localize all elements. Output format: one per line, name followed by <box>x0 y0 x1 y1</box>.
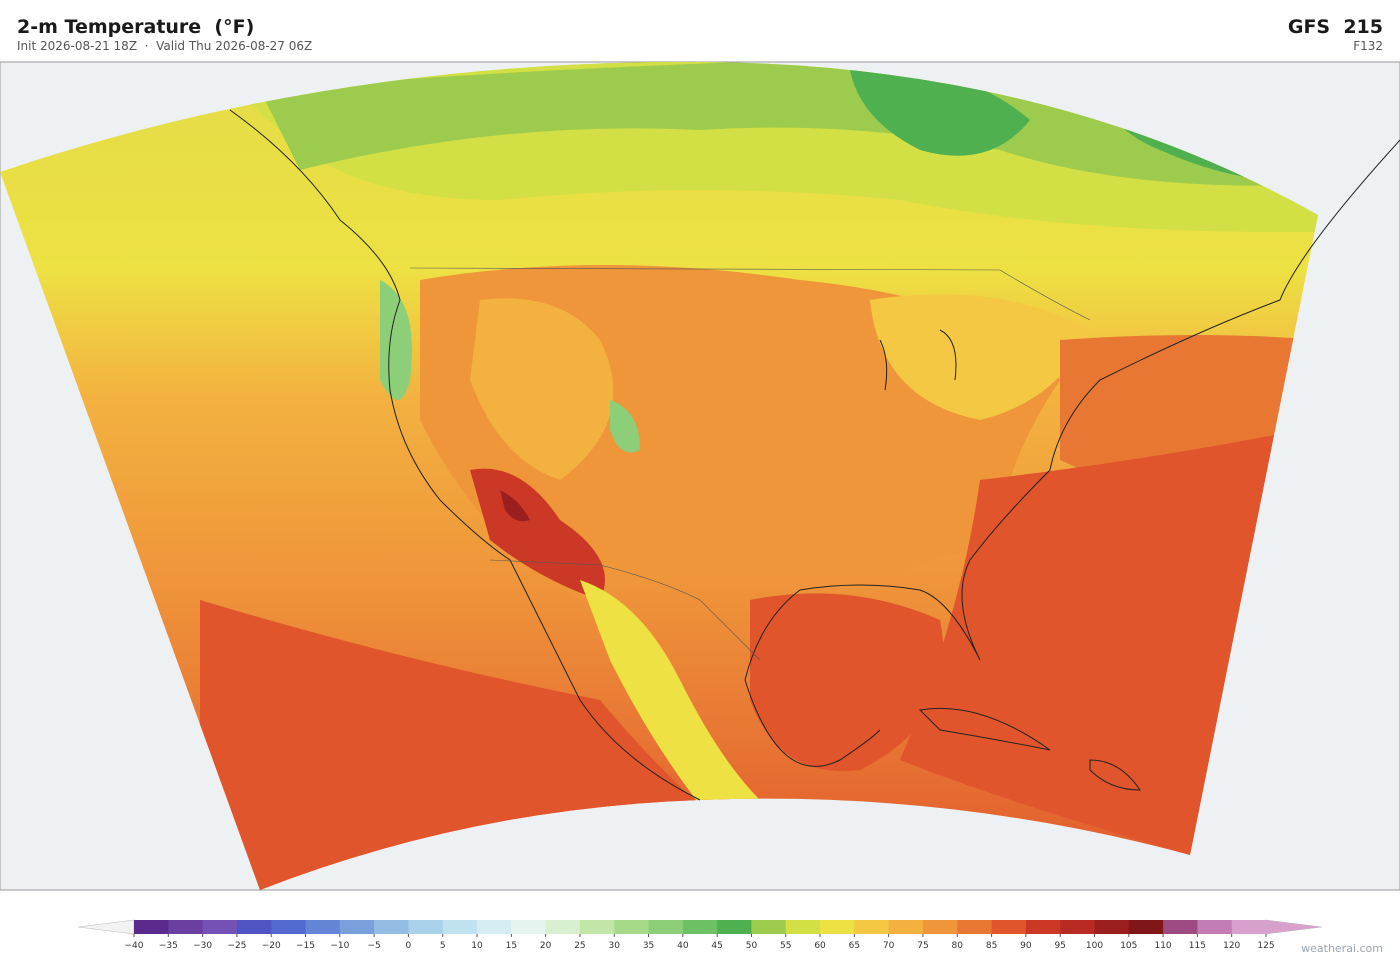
colorbar-segment <box>820 920 855 934</box>
colorbar-tick-label: 0 <box>406 941 412 951</box>
colorbar-extend-high <box>1265 919 1323 935</box>
colorbar-tick-label: −25 <box>227 941 246 951</box>
colorbar-segment <box>202 920 238 934</box>
colorbar-segment <box>511 920 547 934</box>
colorbar-segment <box>168 920 204 934</box>
colorbar-segment <box>957 920 993 934</box>
temperature-field <box>0 61 1318 891</box>
credit: weatherai.com <box>1301 942 1383 955</box>
colorbar-segment <box>408 920 444 934</box>
coastlines <box>229 109 1400 801</box>
colorbar: −40 −35 −30 −25 −20 −15 −10 −5 0 5 10 15 20 25 30 35 40 4… <box>77 919 1323 951</box>
colorbar-tick-label: 115 <box>1189 941 1206 951</box>
forecast-hour: F132 <box>1353 39 1383 53</box>
colorbar-segment <box>134 920 169 934</box>
colorbar-tick-label: −40 <box>125 941 144 951</box>
colorbar-tick-label: 5 <box>440 941 446 951</box>
colorbar-segment <box>1128 920 1164 934</box>
colorbar-tick-label: 120 <box>1223 941 1240 951</box>
colorbar-tick-label: 105 <box>1120 941 1137 951</box>
colorbar-tick-label: 25 <box>574 941 585 951</box>
map-title: 2-m Temperature (°F) <box>17 16 255 38</box>
colorbar-tick-label: 55 <box>780 941 791 951</box>
colorbar-tick-label: −15 <box>296 941 315 951</box>
borders <box>409 267 1091 661</box>
colorbar-tick-label: 85 <box>986 941 997 951</box>
colorbar-segment <box>888 920 924 934</box>
colorbar-extend-low <box>77 919 135 935</box>
colorbar-tick-label: 65 <box>849 941 860 951</box>
colorbar-tick-label: 80 <box>952 941 964 951</box>
colorbar-segment <box>785 920 821 934</box>
colorbar-segment <box>1094 920 1130 934</box>
colorbar-tick-label: 40 <box>677 941 689 951</box>
colorbar-tick-label: −5 <box>367 941 380 951</box>
colorbar-tick-label: 70 <box>883 941 895 951</box>
colorbar-tick-label: 35 <box>643 941 654 951</box>
colorbar-segment <box>545 920 581 934</box>
colorbar-segment <box>717 920 752 934</box>
colorbar-segment <box>751 920 787 934</box>
colorbar-tick-label: −20 <box>262 941 281 951</box>
colorbar-tick-label: 100 <box>1086 941 1103 951</box>
colorbar-segment <box>1163 920 1198 934</box>
colorbar-segment <box>614 920 650 934</box>
colorbar-segment <box>442 920 478 934</box>
colorbar-segment <box>1231 920 1267 934</box>
colorbar-segment <box>477 920 512 934</box>
colorbar-tick-label: 45 <box>711 941 722 951</box>
colorbar-segment <box>374 920 409 934</box>
colorbar-tick-label: 10 <box>471 941 483 951</box>
colorbar-tick-label: −35 <box>159 941 178 951</box>
colorbar-segment <box>236 920 272 934</box>
colorbar-segment <box>339 920 375 934</box>
colorbar-tick-label: 20 <box>540 941 552 951</box>
colorbar-segment <box>854 920 890 934</box>
colorbar-tick-label: −10 <box>330 941 349 951</box>
colorbar-segment <box>579 920 615 934</box>
colorbar-tick-label: 50 <box>746 941 758 951</box>
colorbar-segment <box>922 920 958 934</box>
colorbar-tick-label: 30 <box>609 941 621 951</box>
colorbar-tick-label: 15 <box>506 941 517 951</box>
colorbar-tick-label: 125 <box>1257 941 1274 951</box>
colorbar-segment <box>1060 920 1095 934</box>
colorbar-segment <box>991 920 1027 934</box>
colorbar-tick-label: −30 <box>193 941 212 951</box>
colorbar-segment <box>305 920 341 934</box>
colorbar-segment <box>682 920 718 934</box>
colorbar-tick-label: 60 <box>814 941 826 951</box>
colorbar-tick-label: 75 <box>917 941 928 951</box>
colorbar-tick-label: 110 <box>1154 941 1171 951</box>
model-name: GFS 215 <box>1287 16 1383 38</box>
colorbar-segment <box>271 920 307 934</box>
map-subtitle: Init 2026-08-21 18Z · Valid Thu 2026-08-… <box>17 39 313 53</box>
colorbar-segment <box>1025 920 1061 934</box>
colorbar-tick-label: 90 <box>1020 941 1032 951</box>
colorbar-tick-label: 95 <box>1054 941 1065 951</box>
colorbar-segment <box>648 920 684 934</box>
colorbar-segment <box>1197 920 1233 934</box>
